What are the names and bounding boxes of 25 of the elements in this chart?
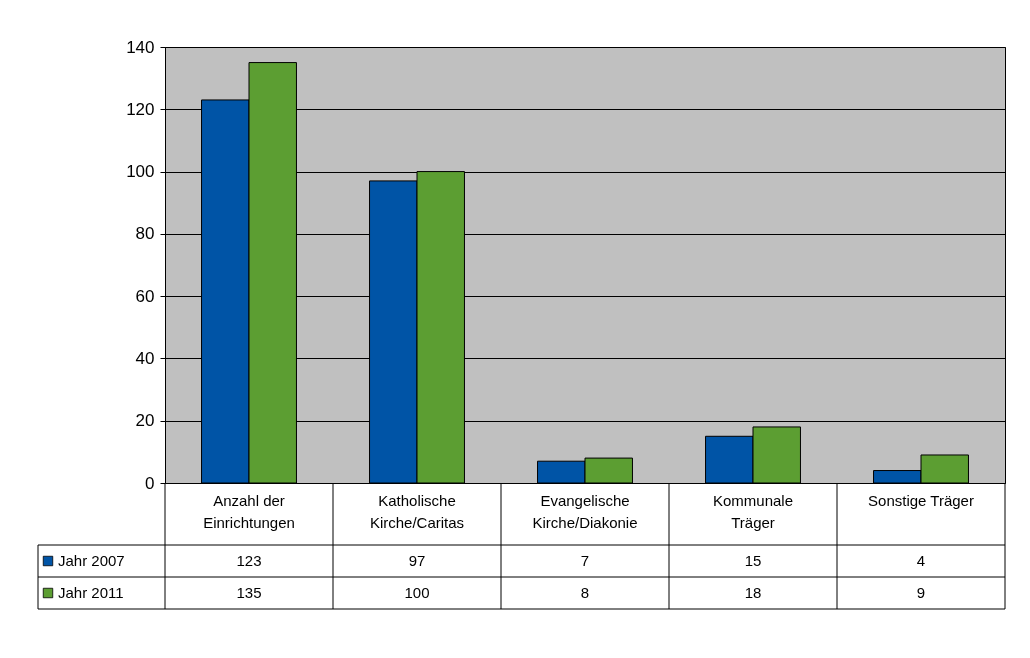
data-label: 97 (408, 552, 426, 569)
x-tick-label: Sonstige Träger (868, 491, 974, 509)
data-label: 8 (580, 584, 590, 601)
x-tick-label: Evangelische Kirche/Diakonie (532, 491, 638, 531)
data-label: 4 (916, 552, 926, 569)
data-label: 9 (916, 584, 926, 601)
data-label: 100 (404, 584, 430, 601)
x-tick-label: Anzahl der Einrichtungen (203, 491, 295, 531)
y-tick-label: 100 (126, 162, 155, 182)
y-tick-label: 40 (135, 348, 155, 368)
legend-label: Jahr 2007 (58, 552, 125, 569)
y-tick-label: 140 (126, 37, 155, 57)
y-tick-label: 60 (135, 286, 155, 306)
data-label: 123 (236, 552, 262, 569)
y-tick-label: 120 (126, 99, 155, 119)
x-tick-label: Katholische Kirche/Caritas (369, 491, 465, 531)
legend-label: Jahr 2011 (58, 584, 124, 601)
y-tick-label: 0 (145, 473, 155, 493)
data-label: 18 (744, 584, 762, 601)
data-label: 7 (580, 552, 590, 569)
y-tick-label: 80 (135, 224, 155, 244)
y-tick-label: 20 (135, 411, 155, 431)
x-tick-label: Kommunale Träger (712, 491, 794, 531)
data-label: 135 (236, 584, 262, 601)
data-label: 15 (744, 552, 762, 569)
